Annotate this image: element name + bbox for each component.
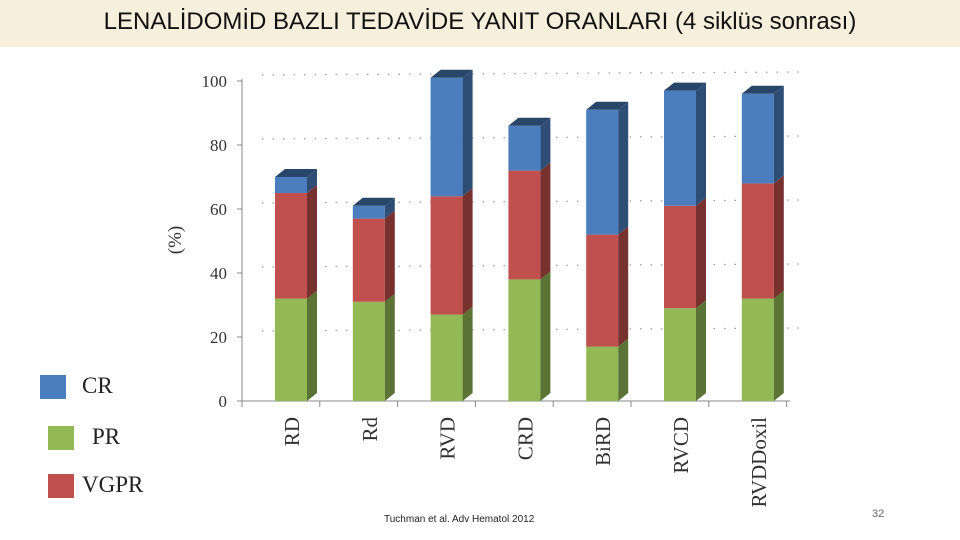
bar-segment-cr [508, 125, 541, 171]
bar-segment-vgpr [352, 218, 385, 302]
bar-segment-pr [352, 301, 385, 401]
bar-side-pr [540, 271, 551, 401]
bar-top-cr [586, 101, 629, 110]
x-category-label: RD [280, 417, 304, 446]
x-category-label: RVD [436, 417, 460, 460]
bar-segment-pr [586, 346, 619, 401]
bar-side-cr [384, 197, 395, 219]
bar-top-cr [508, 117, 551, 126]
x-category-label: BiRD [591, 417, 615, 466]
bar-side-pr [773, 290, 784, 401]
bar-side-cr [540, 117, 551, 171]
bar-segment-cr [430, 77, 463, 197]
y-tick-label: 60 [210, 200, 227, 219]
x-category-label: RVDDoxil [747, 417, 771, 508]
slide-title: LENALİDOMİD BAZLI TEDAVİDE YANIT ORANLAR… [103, 8, 857, 35]
bar-side-cr [773, 85, 784, 184]
bar-side-cr [696, 82, 706, 206]
bar-segment-pr [275, 298, 307, 401]
bar-side-cr [462, 69, 473, 197]
bar-segment-vgpr [741, 183, 774, 299]
gridline [261, 71, 806, 76]
bar-top-cr [664, 82, 706, 91]
bar-segment-pr [664, 308, 696, 401]
source-citation: Tuchman et al. Adv Hematol 2012 [384, 514, 535, 525]
bar-segment-cr [664, 90, 696, 206]
bar-segment-pr [430, 314, 463, 401]
bar-side-pr [696, 300, 706, 401]
bar-side-vgpr [462, 188, 473, 315]
title-bar [0, 0, 960, 47]
bar-segment-vgpr [430, 196, 463, 315]
bar-side-vgpr [618, 226, 629, 347]
gridline [261, 263, 806, 268]
bar-top-cr [352, 197, 395, 206]
bar-segment-cr [741, 93, 774, 184]
legend-swatch-cr [40, 375, 66, 399]
legend-swatch-vgpr [48, 474, 74, 498]
bar-segment-cr [275, 177, 307, 193]
y-tick-label: 40 [210, 264, 227, 283]
bar-segment-pr [741, 298, 774, 401]
bar-top-cr [430, 69, 473, 78]
bar-side-vgpr [696, 197, 706, 309]
gridline [261, 135, 806, 140]
bar-top-cr [741, 85, 784, 94]
y-tick-label: 80 [210, 136, 227, 155]
legend-label-vgpr: VGPR [82, 472, 144, 497]
y-tick-label: 100 [202, 72, 228, 91]
bar-segment-vgpr [586, 234, 619, 347]
bar-top-cr [275, 169, 317, 177]
bar-side-vgpr [773, 175, 784, 299]
legend-label-cr: CR [82, 373, 113, 398]
bar-segment-vgpr [275, 193, 307, 299]
x-category-label: Rd [358, 417, 382, 442]
y-tick-label: 20 [210, 328, 227, 347]
bar-side-vgpr [307, 185, 317, 299]
bar-side-vgpr [384, 210, 395, 302]
bar-side-vgpr [540, 162, 551, 280]
bar-side-pr [462, 306, 473, 401]
bar-segment-cr [586, 109, 619, 235]
bar-segment-vgpr [664, 205, 696, 309]
bar-side-pr [618, 338, 629, 401]
bar-side-cr [618, 101, 629, 235]
x-category-label: RVCD [669, 417, 693, 474]
y-axis-label: (%) [165, 226, 186, 254]
bar-segment-cr [352, 205, 385, 219]
y-tick-label: 0 [219, 392, 228, 411]
gridline [261, 199, 806, 204]
legend-label-pr: PR [92, 424, 121, 449]
gridline [261, 327, 806, 332]
x-category-label: CRD [513, 417, 537, 460]
bar-segment-pr [508, 279, 541, 401]
bar-segment-vgpr [508, 170, 541, 280]
page-number: 32 [872, 508, 885, 520]
bar-side-pr [307, 290, 317, 401]
bar-side-pr [384, 293, 395, 401]
legend-swatch-pr [48, 426, 74, 450]
